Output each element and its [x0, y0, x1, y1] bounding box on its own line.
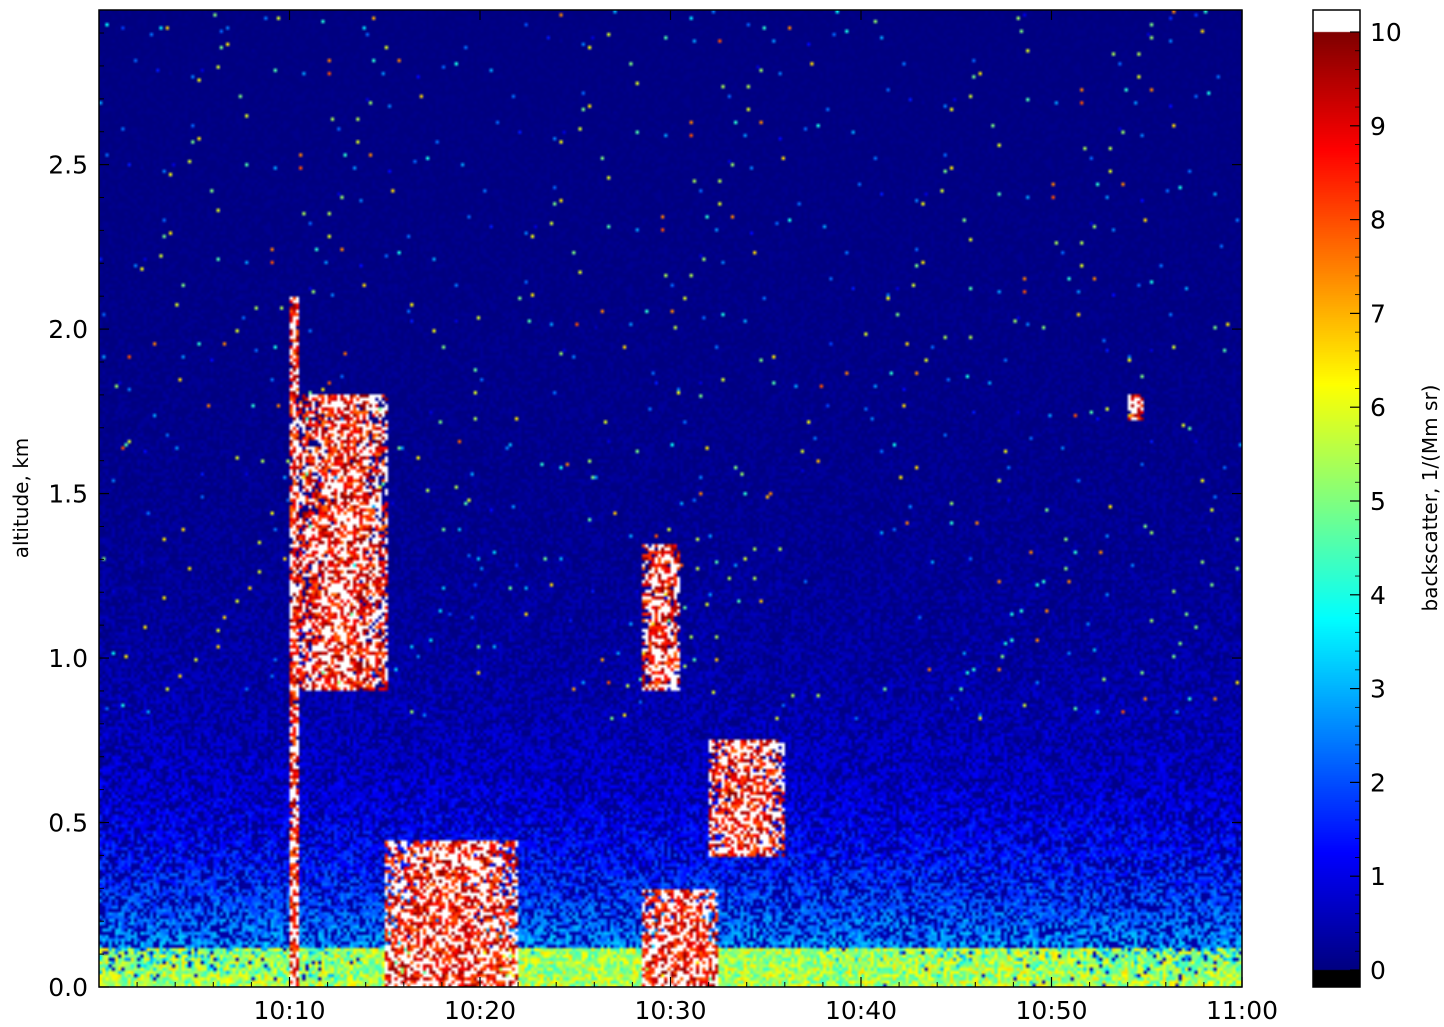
colorbar-tick-label: 5 — [1370, 487, 1386, 516]
colorbar: 0 1 2 3 4 5 6 7 8 9 10 — [1312, 9, 1402, 988]
backscatter-heatmap — [99, 10, 1242, 987]
y-axis: 0.0 0.5 1.0 1.5 2.0 2.5 — [48, 32, 1242, 1002]
colorbar-tick-label: 1 — [1370, 862, 1386, 891]
x-tick-label: 11:00 — [1206, 996, 1278, 1025]
colorbar-tick-label: 2 — [1370, 768, 1386, 797]
colorbar-frame — [1312, 9, 1361, 988]
y-tick-label: 2.0 — [48, 315, 88, 344]
colorbar-ticks: 0 1 2 3 4 5 6 7 8 9 10 — [1350, 18, 1402, 985]
x-tick-label: 10:50 — [1015, 996, 1087, 1025]
colorbar-tick-label: 7 — [1370, 299, 1386, 328]
colorbar-title: backscatter, 1/(Mm sr) — [1418, 385, 1442, 612]
plot-area — [98, 9, 1243, 988]
y-tick-label: 0.5 — [48, 809, 88, 838]
y-tick-label: 0.0 — [48, 973, 88, 1002]
y-tick-label: 1.0 — [48, 644, 88, 673]
colorbar-tick-label: 4 — [1370, 581, 1386, 610]
x-tick-label: 10:20 — [444, 996, 516, 1025]
colorbar-tick-label: 0 — [1370, 956, 1386, 985]
colorbar-tick-label: 9 — [1370, 112, 1386, 141]
y-tick-label: 2.5 — [48, 151, 88, 180]
x-axis: 10:10 10:20 10:30 10:40 10:50 11:00 — [136, 10, 1278, 1025]
x-tick-label: 10:40 — [825, 996, 897, 1025]
y-axis-title: altitude, km — [9, 438, 33, 559]
x-tick-label: 10:30 — [634, 996, 706, 1025]
y-tick-label: 1.5 — [48, 480, 88, 509]
colorbar-tick-label: 6 — [1370, 393, 1386, 422]
colorbar-tick-label: 8 — [1370, 206, 1386, 235]
colorbar-tick-label: 3 — [1370, 675, 1386, 704]
colorbar-gradient — [1313, 10, 1360, 987]
colorbar-tick-label: 10 — [1370, 18, 1402, 47]
x-tick-label: 10:10 — [253, 996, 325, 1025]
